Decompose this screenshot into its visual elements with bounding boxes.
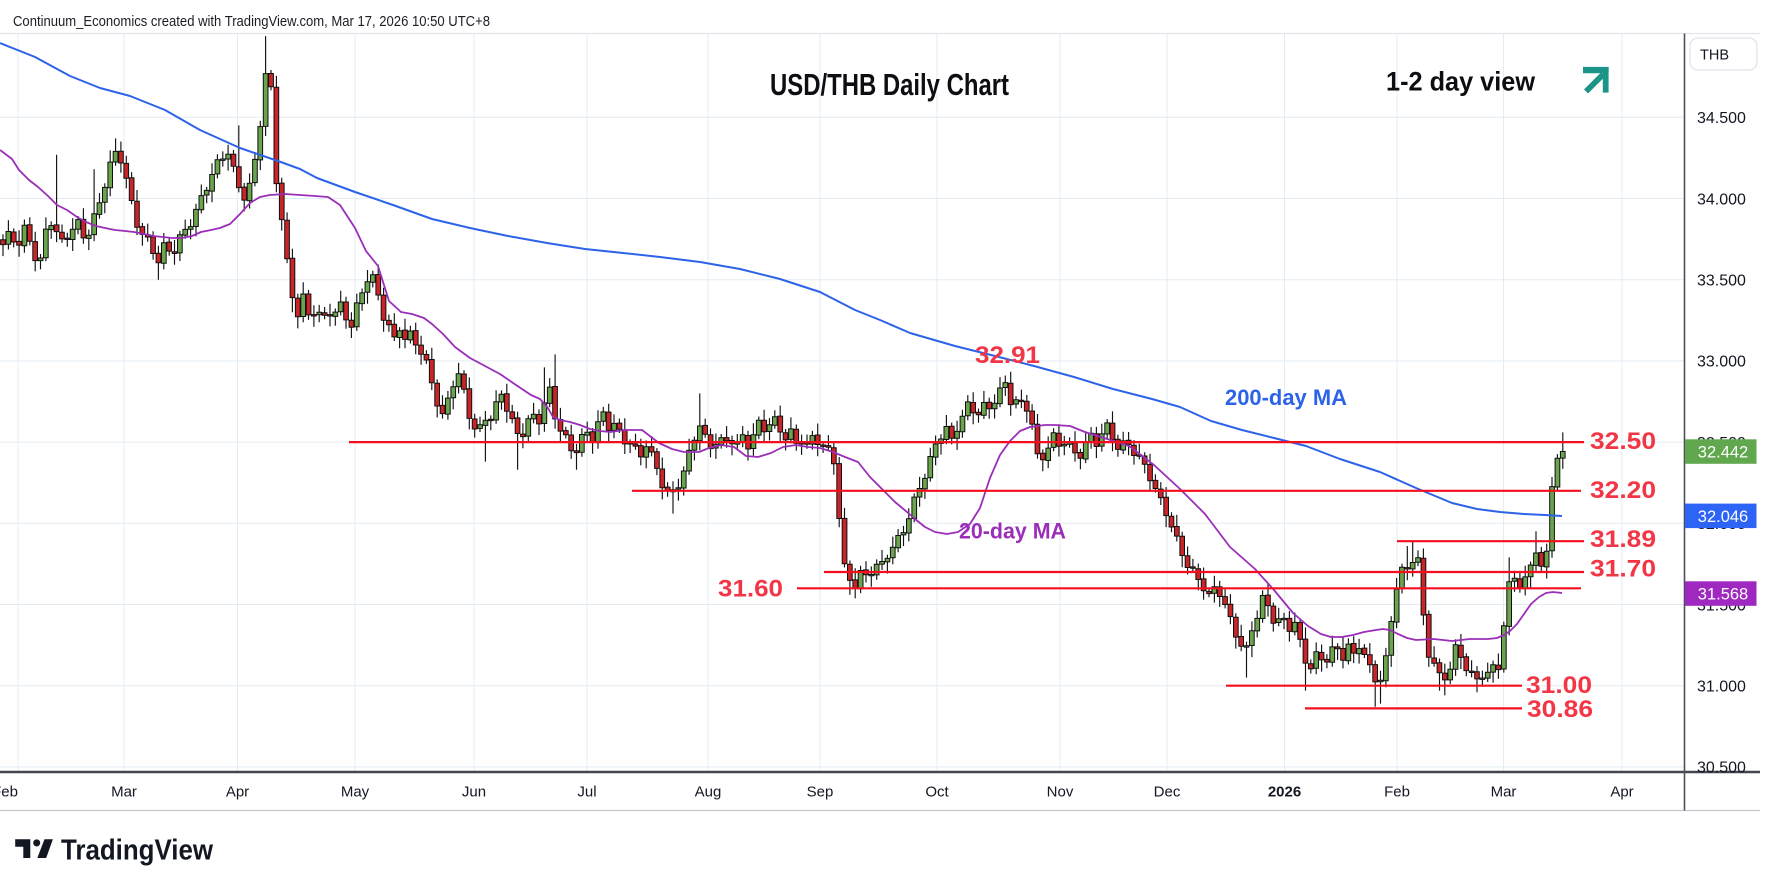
svg-text:THB: THB — [1700, 48, 1729, 64]
svg-text:Jul: Jul — [577, 784, 596, 801]
svg-text:Oct: Oct — [925, 784, 949, 801]
svg-text:TradingView: TradingView — [61, 835, 213, 867]
svg-text:32.442: 32.442 — [1698, 444, 1748, 462]
svg-text:Jun: Jun — [462, 784, 486, 801]
svg-text:Feb: Feb — [0, 784, 18, 801]
svg-text:34.500: 34.500 — [1697, 110, 1746, 127]
svg-text:Mar: Mar — [111, 784, 137, 801]
svg-text:1-2 day view: 1-2 day view — [1386, 67, 1536, 97]
svg-text:31.568: 31.568 — [1698, 586, 1748, 604]
svg-text:31.60: 31.60 — [718, 576, 783, 603]
svg-text:Sep: Sep — [807, 784, 834, 801]
svg-text:32.91: 32.91 — [975, 342, 1040, 369]
svg-text:USD/THB Daily Chart: USD/THB Daily Chart — [770, 67, 1009, 102]
svg-text:May: May — [341, 784, 370, 801]
svg-text:31.00: 31.00 — [1526, 672, 1592, 699]
svg-text:31.000: 31.000 — [1697, 679, 1746, 696]
svg-text:2026: 2026 — [1268, 784, 1301, 801]
svg-text:Apr: Apr — [226, 784, 249, 801]
svg-text:32.20: 32.20 — [1590, 477, 1656, 504]
svg-text:Apr: Apr — [1610, 784, 1633, 801]
svg-text:Aug: Aug — [695, 784, 722, 801]
svg-text:Feb: Feb — [1384, 784, 1410, 801]
svg-text:Nov: Nov — [1047, 784, 1074, 801]
svg-text:200-day MA: 200-day MA — [1225, 385, 1347, 410]
svg-text:33.500: 33.500 — [1697, 273, 1746, 290]
svg-text:33.000: 33.000 — [1697, 354, 1746, 371]
svg-text:30.500: 30.500 — [1697, 760, 1746, 777]
svg-text:31.70: 31.70 — [1590, 556, 1656, 583]
svg-text:20-day MA: 20-day MA — [959, 519, 1066, 544]
svg-text:32.50: 32.50 — [1590, 428, 1656, 455]
svg-text:32.046: 32.046 — [1698, 508, 1748, 526]
svg-text:34.000: 34.000 — [1697, 191, 1746, 208]
svg-text:Mar: Mar — [1491, 784, 1517, 801]
svg-text:Dec: Dec — [1154, 784, 1181, 801]
svg-text:Continuum_Economics created wi: Continuum_Economics created with Trading… — [13, 13, 490, 30]
svg-text:30.86: 30.86 — [1527, 696, 1593, 723]
svg-text:31.89: 31.89 — [1590, 526, 1656, 553]
